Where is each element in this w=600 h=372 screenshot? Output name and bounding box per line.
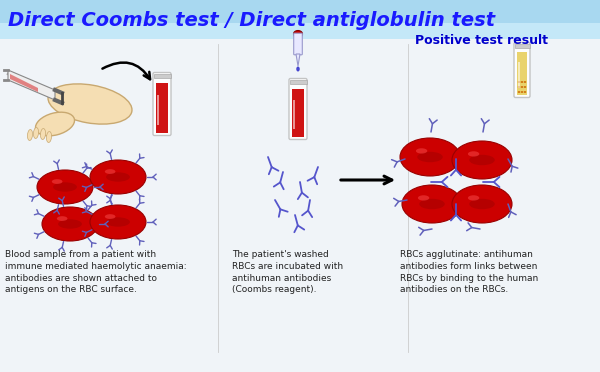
Ellipse shape (524, 91, 526, 93)
Text: Blood sample from a patient with
immune mediated haemolytic anaemia:
antibodies : Blood sample from a patient with immune … (5, 250, 187, 294)
Ellipse shape (417, 152, 443, 162)
Ellipse shape (42, 207, 98, 241)
FancyBboxPatch shape (294, 33, 302, 55)
Ellipse shape (521, 86, 523, 88)
Ellipse shape (34, 128, 38, 138)
FancyBboxPatch shape (153, 73, 171, 135)
Ellipse shape (518, 86, 520, 88)
Bar (290, 80, 307, 83)
Ellipse shape (105, 169, 115, 174)
Bar (515, 44, 530, 48)
Ellipse shape (106, 217, 130, 227)
Text: RBCs agglutinate: antihuman
antibodies form links between
RBCs by binding to the: RBCs agglutinate: antihuman antibodies f… (400, 250, 538, 294)
Bar (0, 0, 600, 39)
Ellipse shape (524, 81, 526, 83)
Ellipse shape (521, 81, 523, 83)
Ellipse shape (468, 195, 479, 201)
Ellipse shape (402, 185, 462, 223)
FancyArrowPatch shape (103, 62, 150, 79)
Ellipse shape (521, 91, 523, 93)
Bar (293, 100, 295, 129)
Ellipse shape (35, 112, 74, 136)
Ellipse shape (37, 170, 93, 204)
Ellipse shape (48, 84, 132, 124)
Polygon shape (10, 74, 38, 92)
FancyArrowPatch shape (341, 176, 392, 184)
Bar (0, 23, 600, 39)
Bar (292, 89, 304, 137)
Ellipse shape (57, 216, 67, 221)
Ellipse shape (293, 31, 302, 38)
Polygon shape (296, 54, 300, 66)
Ellipse shape (469, 155, 495, 165)
Ellipse shape (400, 138, 460, 176)
Ellipse shape (452, 185, 512, 223)
Ellipse shape (28, 129, 32, 141)
Ellipse shape (52, 179, 62, 184)
FancyBboxPatch shape (514, 42, 530, 97)
Ellipse shape (46, 132, 52, 142)
Ellipse shape (452, 141, 512, 179)
Bar (156, 83, 168, 132)
Ellipse shape (90, 205, 146, 239)
Ellipse shape (418, 195, 430, 201)
Text: Positive test result: Positive test result (415, 34, 548, 47)
Ellipse shape (469, 199, 495, 209)
Bar (518, 62, 520, 88)
Ellipse shape (468, 151, 479, 157)
Ellipse shape (58, 219, 82, 229)
Ellipse shape (518, 81, 520, 83)
Ellipse shape (518, 91, 520, 93)
Bar (154, 74, 170, 77)
Ellipse shape (419, 199, 445, 209)
Ellipse shape (105, 214, 115, 219)
Ellipse shape (296, 67, 300, 71)
FancyBboxPatch shape (289, 78, 307, 140)
Bar (517, 52, 527, 94)
Ellipse shape (90, 160, 146, 194)
Text: Direct Coombs test / Direct antiglobulin test: Direct Coombs test / Direct antiglobulin… (8, 10, 495, 29)
Text: The patient's washed
RBCs are incubated with
antihuman antibodies
(Coombs reagen: The patient's washed RBCs are incubated … (232, 250, 343, 294)
Bar (157, 95, 159, 125)
Ellipse shape (416, 148, 427, 154)
Ellipse shape (106, 172, 130, 182)
Ellipse shape (40, 128, 46, 140)
Ellipse shape (53, 182, 77, 192)
Polygon shape (8, 70, 55, 100)
Ellipse shape (524, 86, 526, 88)
